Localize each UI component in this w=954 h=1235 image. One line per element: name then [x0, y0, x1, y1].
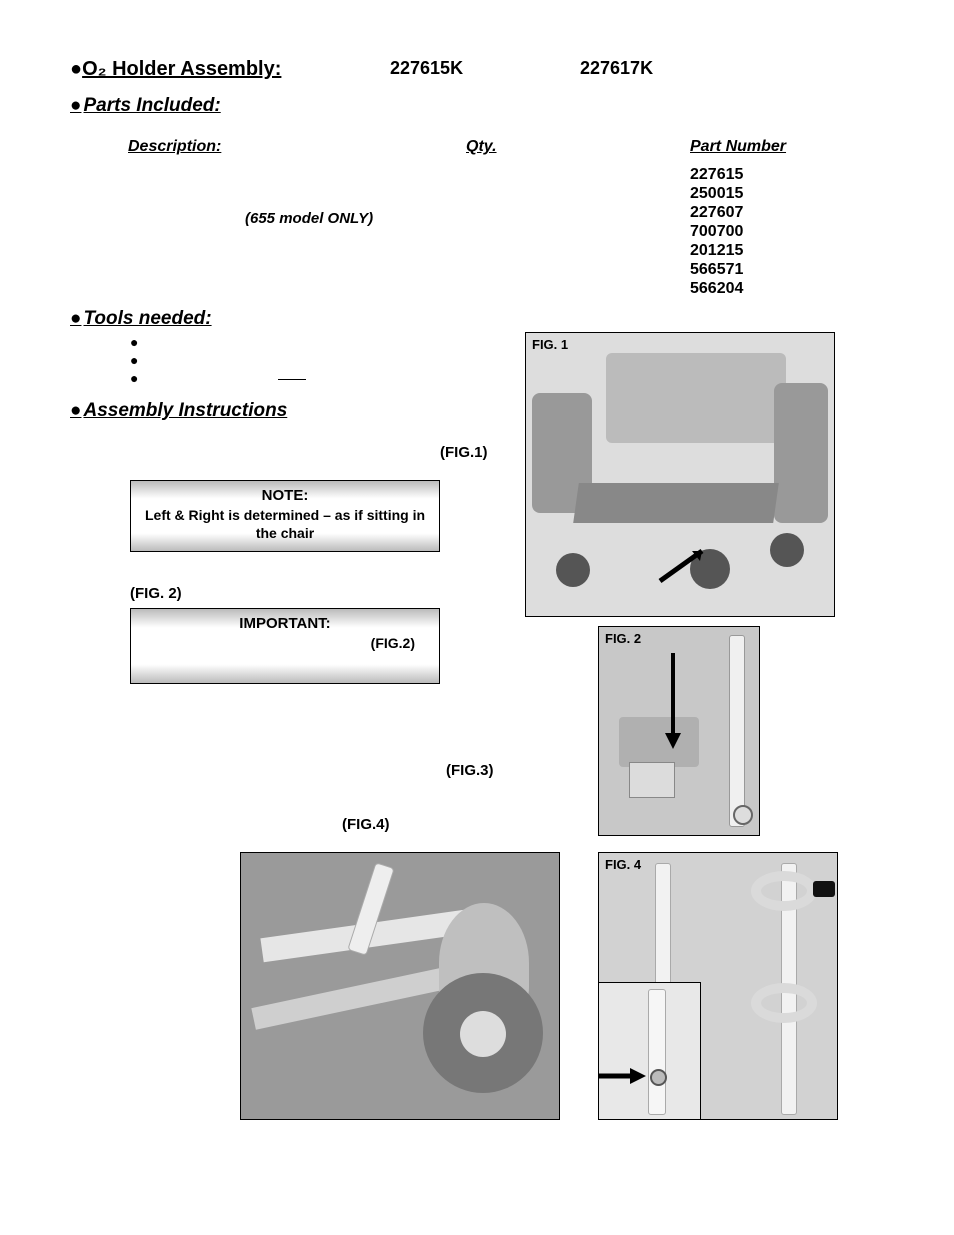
chair-back-shape — [606, 353, 786, 443]
figure-3 — [240, 852, 560, 1120]
product-code-2: 227617K — [580, 58, 653, 79]
figure-2: FIG. 2 — [598, 626, 760, 836]
column-description: Description: — [128, 138, 221, 156]
bullet-icon: ● — [130, 333, 306, 351]
part-number: 700700 — [690, 222, 743, 241]
figure-2-caption: FIG. 2 — [605, 631, 641, 646]
fig-ref-4: (FIG.4) — [342, 816, 390, 833]
note-title: NOTE: — [131, 481, 439, 504]
page: ●O₂ Holder Assembly: 227615K 227617K Par… — [0, 0, 954, 1235]
figure-4: FIG. 4 — [598, 852, 838, 1120]
pointer-arrow-icon — [656, 545, 716, 585]
part-number: 566204 — [690, 279, 743, 298]
fig-ref-1: (FIG.1) — [440, 444, 488, 461]
part-number: 201215 — [690, 241, 743, 260]
caster-shape — [556, 553, 590, 587]
post-shape — [729, 635, 745, 827]
part-number: 227607 — [690, 203, 743, 222]
fig-ref-3: (FIG.3) — [446, 762, 494, 779]
bolt-shape — [733, 805, 753, 825]
down-arrow-icon — [661, 653, 685, 753]
important-body: (FIG.2) — [131, 632, 439, 660]
section-parts-included: Parts Included: — [70, 95, 221, 117]
column-part-number: Part Number — [690, 138, 786, 156]
bullet-icon: ● — [130, 369, 306, 387]
section-assembly-instructions: Assembly Instructions — [70, 400, 287, 422]
important-title: IMPORTANT: — [131, 609, 439, 632]
fig-ref-2-step: (FIG. 2) — [130, 585, 182, 602]
right-arrow-icon — [598, 1065, 648, 1087]
part-number: 250015 — [690, 184, 743, 203]
model-only-note: (655 model ONLY) — [245, 210, 373, 227]
note-body: Left & Right is determined – as if sitti… — [131, 504, 439, 550]
column-qty: Qty. — [466, 138, 497, 156]
note-callout: NOTE: Left & Right is determined – as if… — [130, 480, 440, 552]
bullet-icon: ● — [130, 351, 306, 369]
tools-bullet-list: ● ● ● — [130, 333, 306, 387]
post-shape — [648, 989, 666, 1115]
page-title: ●O₂ Holder Assembly: — [70, 58, 281, 80]
figure-4-caption: FIG. 4 — [605, 857, 641, 872]
bracket-front-shape — [629, 762, 675, 798]
part-number: 227615 — [690, 165, 743, 184]
wheel-hub-shape — [460, 1011, 506, 1057]
caster-shape — [770, 533, 804, 567]
bracket-shape — [619, 717, 699, 767]
important-callout: IMPORTANT: (FIG.2) — [130, 608, 440, 684]
figure-1-caption: FIG. 1 — [532, 337, 568, 352]
holder-ring-shape — [751, 871, 817, 911]
blank-line — [278, 379, 306, 380]
screw-shape — [650, 1069, 667, 1086]
section-tools-needed: Tools needed: — [70, 308, 212, 330]
part-number: 566571 — [690, 260, 743, 279]
figure-1: FIG. 1 — [525, 332, 835, 617]
knob-shape — [813, 881, 835, 897]
holder-ring-shape — [751, 983, 817, 1023]
chair-arm-right-shape — [774, 383, 828, 523]
product-code-1: 227615K — [390, 58, 463, 79]
chair-seat-shape — [573, 483, 779, 523]
figure-4-inset — [598, 982, 701, 1120]
header-row: ●O₂ Holder Assembly: 227615K 227617K — [70, 58, 884, 81]
part-number-list: 227615 250015 227607 700700 201215 56657… — [690, 165, 743, 298]
